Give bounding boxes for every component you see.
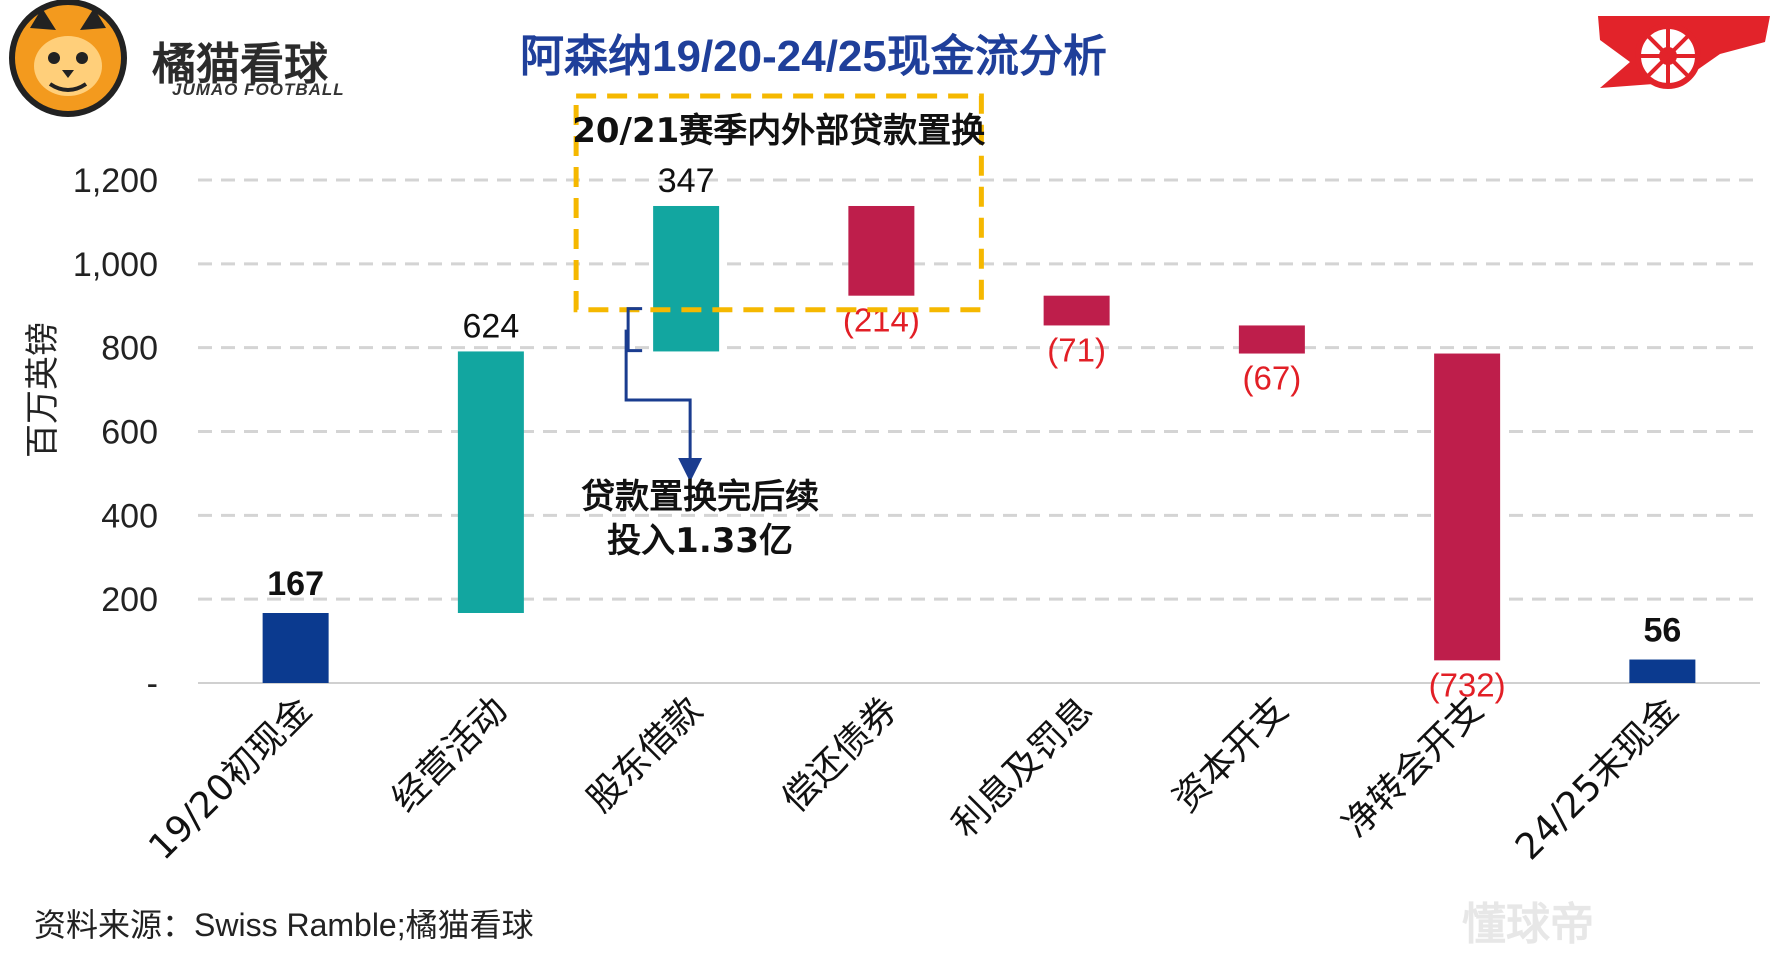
bar <box>848 205 915 296</box>
bar <box>653 205 720 352</box>
bar <box>1238 325 1305 354</box>
data-label: (71) <box>1047 331 1106 368</box>
chart-title: 阿森纳19/20-24/25现金流分析 <box>520 32 1107 81</box>
brand-name: 橘猫看球 <box>152 40 328 89</box>
category-label: 19/20初现金 <box>141 689 320 868</box>
data-label: (732) <box>1429 666 1506 703</box>
tiger-cat-face-icon <box>9 0 127 117</box>
annotation-arrowhead <box>678 458 703 482</box>
bar <box>457 351 524 613</box>
annotation-bracket <box>626 307 643 353</box>
y-tick-label: 400 <box>101 497 158 535</box>
data-label: 167 <box>267 565 324 603</box>
y-axis-label: 百万英镑 <box>23 322 63 458</box>
y-tick-label: 800 <box>101 330 158 368</box>
annotation-note-line2: 投入1.33亿 <box>607 521 793 561</box>
highlight-box <box>573 93 984 313</box>
annotation-note-line1: 贷款置换完后续 <box>581 477 819 517</box>
y-tick-label: 1,200 <box>73 162 158 200</box>
watermark-text: 懂球帝 <box>1462 900 1594 949</box>
data-label: 56 <box>1643 612 1681 650</box>
data-label: (67) <box>1243 360 1302 397</box>
source-note: 资料来源：Swiss Ramble;橘猫看球 <box>34 907 534 943</box>
data-label: (214) <box>843 302 920 339</box>
bar <box>1629 659 1696 683</box>
y-tick-label: 600 <box>101 414 158 452</box>
y-tick-label: - <box>147 665 158 703</box>
brand-subtitle: JUMAO FOOTBALL <box>172 80 345 99</box>
y-tick-label: 1,000 <box>73 246 158 284</box>
category-label: 经营活动 <box>384 689 515 820</box>
y-tick-label: 200 <box>101 581 158 619</box>
category-label: 净转会开支 <box>1335 689 1491 845</box>
category-label: 偿还债券 <box>775 689 906 820</box>
category-label: 资本开支 <box>1165 689 1296 820</box>
annotation-arrow-line <box>624 329 692 460</box>
bar <box>1043 295 1110 326</box>
annotation-title: 20/21赛季内外部贷款置换 <box>572 111 985 151</box>
category-label: 股东借款 <box>580 689 711 820</box>
category-label: 24/25末现金 <box>1508 689 1687 868</box>
category-label: 利息及罚息 <box>945 689 1101 845</box>
data-label: 347 <box>658 162 715 200</box>
bar <box>262 612 329 683</box>
bar <box>1434 353 1501 661</box>
arsenal-cannon-icon <box>1598 16 1770 89</box>
data-label: 624 <box>463 307 520 345</box>
